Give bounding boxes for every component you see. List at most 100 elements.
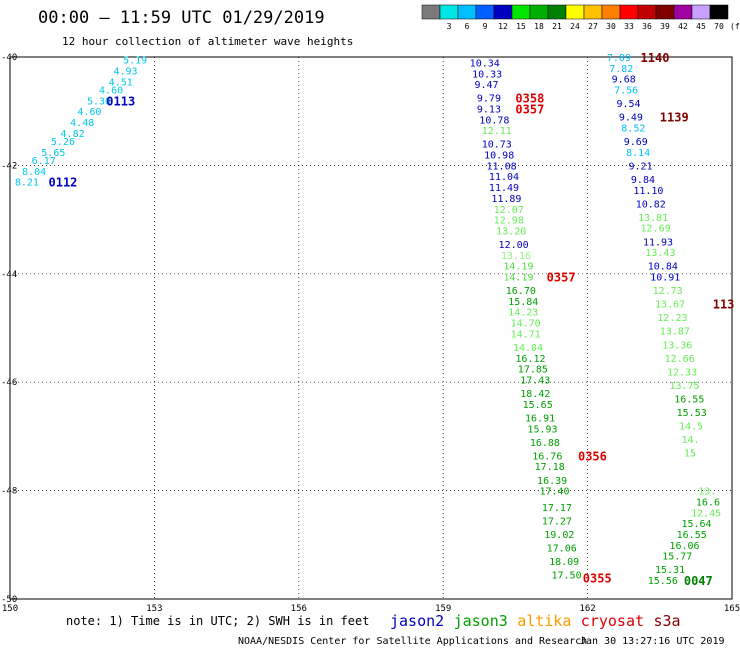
- pass-time-label: 0355: [583, 571, 612, 585]
- legend-label: 27: [588, 22, 598, 31]
- legend-label: 36: [642, 22, 652, 31]
- legend-swatch: [547, 4, 567, 20]
- wave-height-value: 17.06: [547, 544, 577, 555]
- wave-height-value: 16.6: [696, 497, 720, 508]
- wave-height-value: 7.82: [609, 64, 633, 75]
- wave-height-value: 12.07: [494, 205, 524, 216]
- wave-height-value: 9.49: [619, 113, 643, 124]
- wave-height-value: 5.19: [123, 56, 147, 67]
- wave-height-value: 7.56: [614, 86, 638, 97]
- legend-unit: (ft): [730, 22, 740, 31]
- wave-height-value: 14.71: [511, 329, 541, 340]
- wave-height-value: 13.20: [496, 226, 526, 237]
- pass-time-labels: 0113011203580357035703560355114011391130…: [49, 51, 735, 588]
- wave-height-value: 4.48: [70, 118, 94, 129]
- wave-height-value: 17.50: [552, 571, 582, 582]
- wave-height-value: 17.43: [520, 375, 550, 386]
- legend-label: 3: [447, 22, 452, 31]
- legend-label: 70: [714, 22, 724, 31]
- wave-height-value: 8.52: [621, 123, 645, 134]
- legend-label: 33: [624, 22, 634, 31]
- pass-time-label: 1140: [641, 51, 670, 65]
- wave-height-value: 10.33: [472, 69, 502, 80]
- satellite-name: cryosat: [581, 612, 644, 630]
- wave-height-value: 9.54: [616, 99, 640, 110]
- legend-label: 21: [552, 22, 562, 31]
- wave-height-value: 18.09: [549, 557, 579, 568]
- satellite-name: s3a: [654, 612, 681, 630]
- wave-height-value: 15.77: [662, 552, 692, 563]
- pass-time-label: 0356: [578, 449, 607, 463]
- wave-height-value: 16.39: [537, 476, 567, 487]
- tick-labels: 150 153 156 159 162 165 -40 -42 -44 -46 -48 -50: [1, 53, 740, 614]
- y-tick-label: -40: [1, 53, 17, 63]
- pass-time-label: 0112: [49, 176, 78, 190]
- x-tick-label: 165: [724, 604, 740, 614]
- wave-height-value: 9.47: [474, 80, 498, 91]
- wave-height-value: 13.: [698, 487, 716, 498]
- wave-height-value: 4.60: [77, 107, 101, 118]
- wave-height-value: 11.08: [487, 161, 517, 172]
- wave-height-value: 13.43: [645, 248, 675, 259]
- wave-height-value: 4.93: [113, 67, 137, 78]
- wave-height-value: 16.06: [669, 541, 699, 552]
- wave-height-value: 4.51: [109, 77, 133, 88]
- wave-height-value: 14.19: [503, 262, 533, 273]
- satellite-legend: jason2 jason3 altika cryosat s3a: [390, 612, 681, 630]
- wave-height-value: 9.21: [629, 161, 653, 172]
- wave-height-value: 8.14: [626, 148, 650, 159]
- footer-credit: NOAA/NESDIS Center for Satellite Applica…: [238, 636, 587, 647]
- wave-height-value: 10.78: [479, 115, 509, 126]
- wave-height-value: 12.69: [641, 224, 671, 235]
- wave-height-value: 14.5: [679, 422, 703, 433]
- wave-height-value: 9.69: [624, 137, 648, 148]
- wave-height-value: 12.33: [667, 367, 697, 378]
- wave-height-value: 10.84: [648, 262, 678, 273]
- wave-height-value: 16.76: [532, 451, 562, 462]
- wave-height-value: 13.36: [662, 340, 692, 351]
- wave-height-value: 11.04: [489, 172, 519, 183]
- pass-time-label: 0047: [684, 574, 713, 588]
- x-tick-label: 162: [579, 604, 595, 614]
- wave-height-value: 9.13: [477, 104, 501, 115]
- wave-height-value: 5.30: [87, 96, 111, 107]
- wave-height-value: 9.79: [477, 94, 501, 105]
- legend-label: 12: [498, 22, 508, 31]
- footer-generated: Jan 30 13:27:16 UTC 2019: [580, 636, 725, 647]
- footer-note: note: 1) Time is in UTC; 2) SWH is in fe…: [66, 614, 369, 628]
- wave-height-value: 4.60: [99, 86, 123, 97]
- wave-height-value: 13.81: [638, 213, 668, 224]
- satellite-name: altika: [517, 612, 571, 630]
- wave-height-value: 17.17: [542, 503, 572, 514]
- plot-area: 150 153 156 159 162 165 -40 -42 -44 -46 -48 -50 5.1…: [1, 51, 740, 614]
- wave-height-value: 7.09: [607, 53, 631, 64]
- pass-time-label: 0113: [106, 94, 135, 108]
- legend-swatch: [637, 4, 657, 20]
- plot-frame: [9, 56, 733, 600]
- wave-height-value: 18.42: [520, 389, 550, 400]
- x-tick-label: 159: [435, 604, 451, 614]
- wave-height-values: 5.194.934.514.605.304.604.484.825.265.65…: [15, 53, 721, 587]
- wave-height-value: 16.70: [506, 286, 536, 297]
- chart-title: 00:00 – 11:59 UTC 01/29/2019: [38, 8, 325, 28]
- wave-height-value: 16.88: [530, 438, 560, 449]
- wave-height-value: 8.04: [22, 167, 46, 178]
- wave-height-value: 17.27: [542, 516, 572, 527]
- wave-height-value: 11.49: [489, 183, 519, 194]
- wave-height-value: 13.75: [669, 381, 699, 392]
- wave-height-value: 11.93: [643, 237, 673, 248]
- wave-height-value: 12.23: [657, 313, 687, 324]
- wave-height-value: 17.85: [518, 365, 548, 376]
- y-tick-label: -44: [1, 270, 17, 280]
- wave-height-value: 12.98: [494, 216, 524, 227]
- legend-swatch: [421, 4, 441, 20]
- wave-height-value: 14.70: [511, 319, 541, 330]
- legend-swatch: [655, 4, 675, 20]
- wave-height-value: 14.04: [513, 343, 543, 354]
- y-tick-label: -48: [1, 487, 17, 497]
- wave-height-value: 8.21: [15, 178, 39, 189]
- wave-height-value: 10.34: [470, 58, 500, 69]
- wave-height-value: 14.23: [508, 308, 538, 319]
- wave-height-value: 13.16: [501, 251, 531, 262]
